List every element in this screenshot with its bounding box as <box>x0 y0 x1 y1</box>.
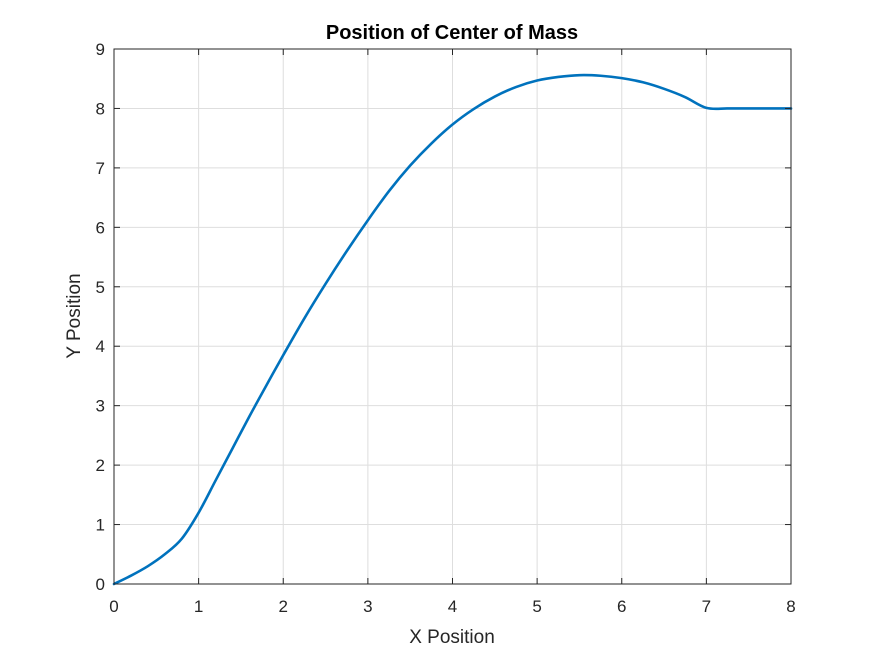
y-tick-label: 0 <box>96 575 105 594</box>
x-tick-label: 2 <box>279 597 288 616</box>
y-tick-label: 7 <box>96 159 105 178</box>
x-tick-label: 3 <box>363 597 372 616</box>
y-tick-label: 4 <box>96 337 105 356</box>
x-tick-label: 6 <box>617 597 626 616</box>
y-tick-label: 8 <box>96 99 105 118</box>
grid <box>114 49 791 584</box>
chart-title: Position of Center of Mass <box>326 22 578 44</box>
ticks <box>113 48 792 585</box>
series-layer <box>112 73 793 586</box>
x-axis-label: X Position <box>409 627 495 648</box>
y-tick-label: 1 <box>96 516 105 535</box>
x-tick-label: 4 <box>448 597 457 616</box>
y-tick-labels: 0 1 2 3 4 5 6 7 8 9 <box>96 40 105 594</box>
y-tick-label: 9 <box>96 40 105 59</box>
x-tick-labels: 0 1 2 3 4 5 6 7 8 <box>109 597 795 616</box>
x-tick-label: 8 <box>786 597 795 616</box>
y-tick-label: 3 <box>96 397 105 416</box>
x-tick-label: 5 <box>532 597 541 616</box>
x-tick-label: 7 <box>702 597 711 616</box>
x-tick-label: 1 <box>194 597 203 616</box>
x-tick-label: 0 <box>109 597 118 616</box>
y-tick-label: 5 <box>96 278 105 297</box>
series-line <box>112 73 793 586</box>
y-tick-label: 2 <box>96 456 105 475</box>
y-tick-label: 6 <box>96 218 105 237</box>
y-axis-label: Y Position <box>64 273 85 358</box>
